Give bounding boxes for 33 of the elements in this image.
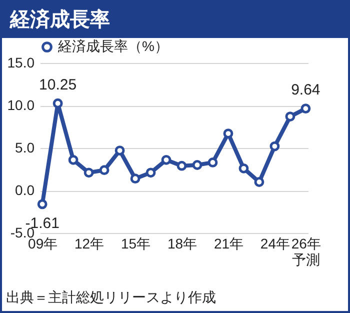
y-tick-label: 15.0: [7, 54, 35, 70]
point: [99, 165, 110, 176]
point: [208, 158, 218, 168]
x-tick-label: 26年予測: [291, 236, 321, 268]
point: [37, 199, 48, 210]
x-tick-label: 12年: [74, 236, 104, 252]
data-label: 9.64: [291, 82, 320, 99]
point: [176, 160, 187, 171]
point: [161, 154, 172, 165]
chart-title: 経済成長率: [2, 2, 348, 38]
point: [130, 174, 140, 184]
x-tick-label: 18年: [167, 236, 198, 252]
point: [238, 163, 249, 174]
source-note: 出典＝主計総処リリースより作成: [6, 289, 216, 307]
x-tick-label: 15年: [120, 236, 151, 252]
x-tick-label: 21年: [214, 236, 244, 252]
point: [254, 177, 264, 187]
point: [114, 146, 125, 156]
data-label: 10.25: [39, 76, 77, 94]
legend-label: 経済成長率（%）: [57, 38, 168, 54]
point: [285, 112, 296, 122]
point: [84, 168, 94, 178]
y-tick-label: 10.0: [7, 97, 35, 113]
x-tick-label: 24年: [260, 236, 290, 252]
point: [270, 141, 280, 152]
y-tick-label: 0.0: [15, 182, 35, 198]
point: [192, 160, 202, 170]
y-tick-label: 5.0: [15, 140, 35, 156]
point: [300, 104, 311, 114]
point: [223, 128, 234, 138]
point: [146, 168, 156, 178]
point: [68, 154, 78, 165]
point: [52, 98, 63, 108]
